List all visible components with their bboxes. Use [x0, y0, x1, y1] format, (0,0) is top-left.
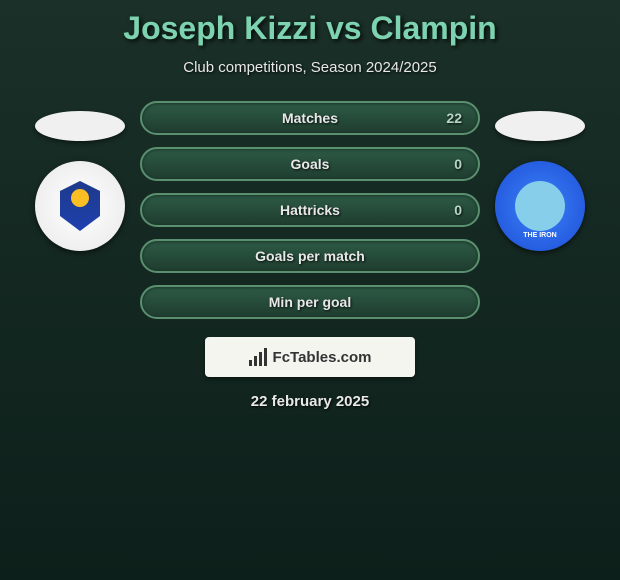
stat-label: Goals [291, 156, 330, 172]
bar-chart-icon [249, 348, 267, 366]
date: 22 february 2025 [251, 393, 369, 410]
stat-label: Goals per match [255, 248, 365, 264]
fctables-link[interactable]: FcTables.com [205, 337, 415, 377]
left-column [35, 101, 125, 251]
stats-column: Matches 22 Goals 0 Hattricks 0 Goals per… [140, 101, 480, 319]
footer: FcTables.com 22 february 2025 [205, 337, 415, 410]
stat-label: Hattricks [280, 202, 340, 218]
stat-right-value: 0 [432, 202, 462, 218]
right-club-badge [495, 161, 585, 251]
subtitle: Club competitions, Season 2024/2025 [183, 59, 437, 76]
stat-label: Matches [282, 110, 338, 126]
main-row: Matches 22 Goals 0 Hattricks 0 Goals per… [0, 101, 620, 319]
left-club-badge [35, 161, 125, 251]
main-container: Joseph Kizzi vs Clampin Club competition… [0, 0, 620, 420]
right-column [495, 101, 585, 251]
stat-right-value: 0 [432, 156, 462, 172]
stat-bar-goals-per-match: Goals per match [140, 239, 480, 273]
stat-bar-goals: Goals 0 [140, 147, 480, 181]
fctables-label: FcTables.com [273, 349, 372, 366]
stat-bar-hattricks: Hattricks 0 [140, 193, 480, 227]
stat-right-value: 22 [432, 110, 462, 126]
right-player-ellipse [495, 111, 585, 141]
stat-bar-matches: Matches 22 [140, 101, 480, 135]
left-player-ellipse [35, 111, 125, 141]
stat-bar-min-per-goal: Min per goal [140, 285, 480, 319]
page-title: Joseph Kizzi vs Clampin [123, 10, 496, 47]
stat-label: Min per goal [269, 294, 351, 310]
